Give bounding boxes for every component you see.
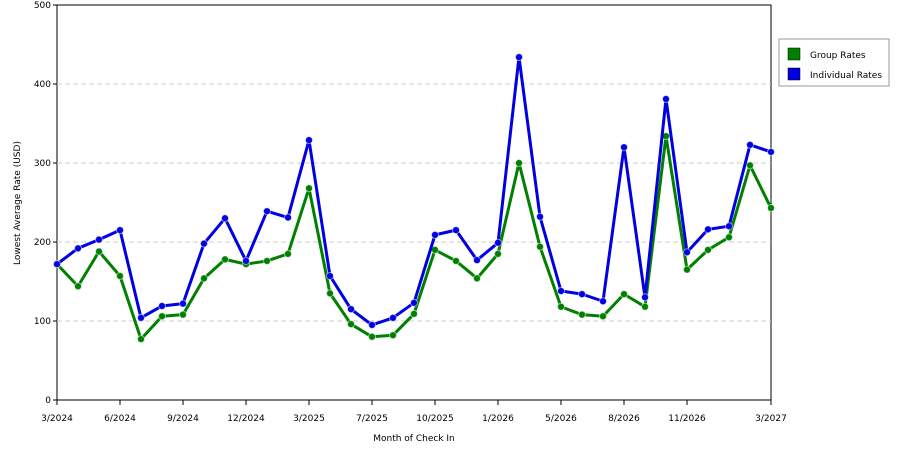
data-point bbox=[725, 233, 733, 242]
data-point bbox=[410, 309, 418, 318]
data-point bbox=[578, 310, 586, 319]
data-point bbox=[74, 244, 82, 253]
x-tick-label: 5/2026 bbox=[545, 414, 577, 424]
x-tick-label: 11/2026 bbox=[668, 414, 706, 424]
data-point bbox=[473, 256, 481, 265]
data-point bbox=[95, 235, 103, 244]
data-point bbox=[683, 265, 691, 274]
data-point bbox=[557, 286, 565, 295]
y-tick-label: 400 bbox=[34, 80, 51, 90]
data-point bbox=[158, 301, 166, 310]
data-point bbox=[326, 271, 334, 280]
data-point bbox=[704, 225, 712, 234]
data-point bbox=[242, 256, 250, 265]
data-point bbox=[200, 239, 208, 248]
data-point bbox=[473, 274, 481, 283]
data-point bbox=[347, 320, 355, 329]
x-tick-label: 3/2024 bbox=[41, 414, 73, 424]
data-point bbox=[263, 207, 271, 216]
data-point bbox=[767, 204, 775, 213]
legend-label: Group Rates bbox=[810, 51, 866, 61]
data-point bbox=[137, 313, 145, 322]
x-tick-label: 1/2026 bbox=[482, 414, 514, 424]
x-tick-label: 9/2024 bbox=[167, 414, 199, 424]
data-point bbox=[305, 184, 313, 193]
y-tick-label: 300 bbox=[34, 159, 51, 169]
data-point bbox=[641, 302, 649, 311]
data-point bbox=[389, 313, 397, 322]
data-point bbox=[221, 255, 229, 264]
data-point bbox=[557, 302, 565, 311]
data-point bbox=[515, 159, 523, 167]
data-point bbox=[536, 242, 544, 251]
data-point bbox=[389, 331, 397, 340]
data-point bbox=[452, 226, 460, 235]
data-point bbox=[326, 289, 334, 298]
data-point bbox=[746, 140, 754, 149]
data-point bbox=[641, 293, 649, 302]
x-tick-label: 8/2026 bbox=[608, 414, 640, 424]
data-point bbox=[179, 299, 187, 308]
data-point bbox=[599, 312, 607, 321]
data-point bbox=[368, 332, 376, 341]
data-point bbox=[578, 290, 586, 299]
data-point bbox=[221, 214, 229, 223]
data-point bbox=[284, 249, 292, 258]
y-tick-label: 500 bbox=[34, 1, 51, 11]
legend-swatch bbox=[787, 47, 801, 61]
legend-label: Individual Rates bbox=[810, 71, 882, 81]
data-point bbox=[431, 230, 439, 239]
data-point bbox=[200, 274, 208, 283]
x-tick-label: 3/2027 bbox=[755, 414, 787, 424]
data-point bbox=[725, 222, 733, 231]
plot-area bbox=[56, 4, 772, 401]
data-point bbox=[599, 297, 607, 306]
y-tick-label: 100 bbox=[34, 317, 51, 327]
data-point bbox=[137, 335, 145, 344]
data-point bbox=[494, 238, 502, 247]
data-point bbox=[746, 161, 754, 170]
x-axis-title: Month of Check In bbox=[373, 434, 455, 444]
data-point bbox=[347, 305, 355, 314]
data-point bbox=[116, 271, 124, 280]
data-point bbox=[158, 312, 166, 321]
x-tick-label: 6/2024 bbox=[104, 414, 136, 424]
legend-swatch bbox=[787, 67, 801, 81]
x-tick-label: 7/2025 bbox=[356, 414, 388, 424]
data-point bbox=[368, 320, 376, 329]
data-point bbox=[53, 260, 61, 269]
data-point bbox=[452, 256, 460, 265]
x-tick-label: 3/2025 bbox=[293, 414, 325, 424]
data-point bbox=[704, 245, 712, 254]
data-point bbox=[95, 247, 103, 256]
data-point bbox=[536, 212, 544, 221]
data-point bbox=[179, 310, 187, 319]
data-point bbox=[263, 256, 271, 265]
y-axis-title: Lowest Average Rate (USD) bbox=[13, 141, 23, 265]
data-point bbox=[515, 53, 523, 62]
data-point bbox=[494, 249, 502, 258]
y-tick-label: 0 bbox=[45, 396, 51, 406]
data-point bbox=[767, 147, 775, 156]
data-point bbox=[305, 136, 313, 145]
y-tick-label: 200 bbox=[34, 238, 51, 248]
data-point bbox=[683, 248, 691, 257]
x-tick-label: 10/2025 bbox=[416, 414, 453, 424]
data-point bbox=[662, 95, 670, 104]
data-point bbox=[74, 282, 82, 291]
data-point bbox=[620, 143, 628, 152]
x-tick-label: 12/2024 bbox=[227, 414, 265, 424]
data-point bbox=[116, 226, 124, 235]
data-point bbox=[284, 213, 292, 222]
data-point bbox=[620, 290, 628, 299]
data-point bbox=[410, 298, 418, 307]
